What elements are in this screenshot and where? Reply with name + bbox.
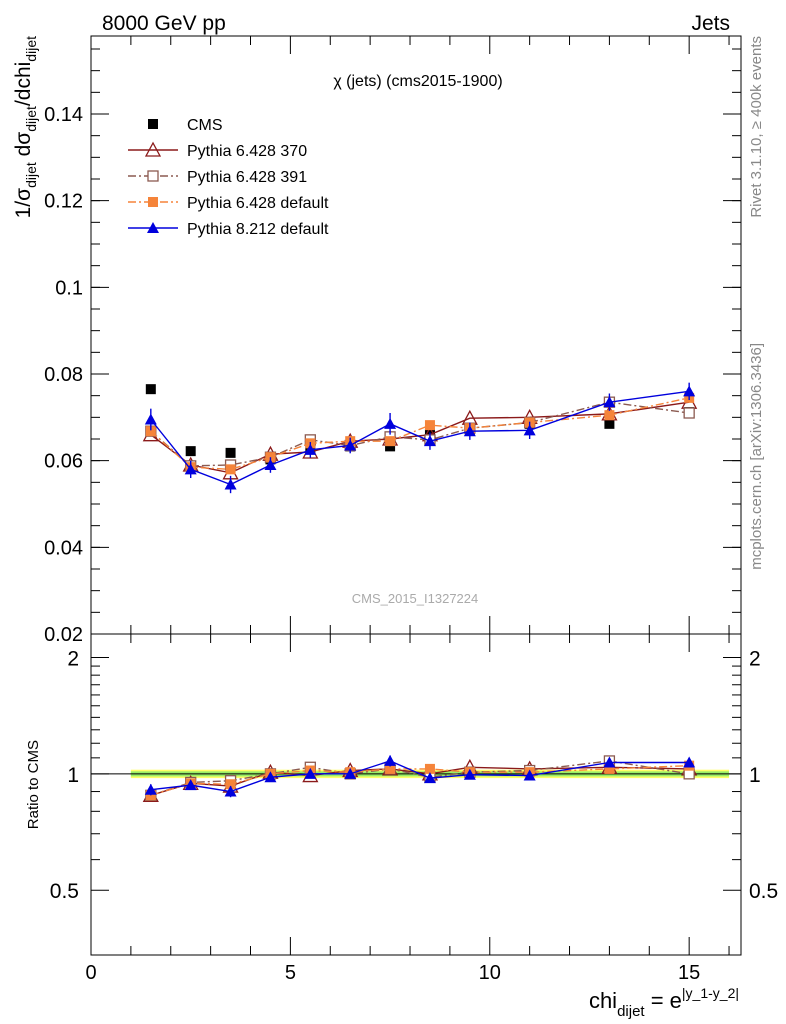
main-data-point <box>344 439 357 451</box>
ratio-data-point <box>144 783 157 795</box>
x-axis-label: chidijet = e|y_1-y_2| <box>589 985 739 1020</box>
plot-title: χ (jets) (cms2015-1900) <box>333 73 502 90</box>
main-series-line <box>150 401 690 474</box>
main-data-point <box>385 441 396 452</box>
header-process-label: 8000 GeV pp <box>102 12 226 35</box>
ratio-data-point <box>304 767 317 779</box>
main-data-point <box>184 463 197 475</box>
main-y-tick-label: 0.02 <box>44 624 83 646</box>
main-y-tick-label: 0.08 <box>44 364 83 386</box>
main-data-point <box>224 478 237 490</box>
ratio-series-line <box>150 764 690 796</box>
main-series-4 <box>144 382 696 494</box>
main-data-point <box>423 435 436 447</box>
main-data-point <box>523 424 536 436</box>
legend-label: Pythia 6.428 default <box>187 195 329 212</box>
ratio-plot-frame <box>90 633 742 956</box>
x-tick-label: 15 <box>678 962 700 984</box>
ratio-data-point <box>264 771 277 783</box>
main-data-point <box>604 410 615 421</box>
ratio-series-line <box>150 760 690 793</box>
legend-entry: Pythia 6.428 391 <box>128 169 307 186</box>
legend-label: Pythia 6.428 391 <box>187 169 307 186</box>
ratio-data-point <box>463 768 476 780</box>
legend-marker <box>148 197 158 207</box>
legend-entry: Pythia 8.212 default <box>128 221 329 238</box>
ratio-data-point <box>683 756 696 768</box>
ratio-y-tick-label-left: 1 <box>67 764 79 787</box>
header-category-label: Jets <box>691 12 730 35</box>
main-data-point <box>604 418 615 429</box>
ratio-data-point <box>344 767 357 779</box>
ratio-y-tick-label-right: 2 <box>749 647 761 670</box>
main-y-tick-label: 0.12 <box>44 191 83 213</box>
ratio-data-point <box>184 779 197 791</box>
legend-label: Pythia 8.212 default <box>187 221 329 238</box>
ratio-series-line <box>150 760 690 796</box>
main-y-tick-label: 0.04 <box>44 537 83 559</box>
ratio-y-tick-label-left: 2 <box>67 647 79 670</box>
main-data-point <box>463 425 476 437</box>
mcplots-reference-label: mcplots.cern.ch [arXiv:1306.3436] <box>748 343 765 570</box>
ratio-data-point <box>424 763 435 774</box>
ratio-data-point <box>423 772 436 784</box>
ratio-data-point <box>385 763 396 774</box>
main-data-point <box>385 436 396 447</box>
main-y-axis-label: 1/σdijet dσdijet/dchidijet <box>12 36 39 218</box>
main-data-point <box>225 447 236 458</box>
analysis-watermark: CMS_2015_I1327224 <box>352 591 479 606</box>
legend-marker <box>147 222 159 233</box>
main-series-0 <box>145 384 695 465</box>
rivet-version-label: Rivet 3.1.10, ≥ 400k events <box>748 36 765 218</box>
x-tick-label: 5 <box>285 962 296 984</box>
ratio-data-point <box>384 754 397 766</box>
legend: CMS Pythia 6.428 370 Pythia 6.428 391 Pythi… <box>128 117 329 238</box>
main-data-point <box>424 420 435 431</box>
ratio-data-point <box>603 756 616 768</box>
legend-entry: CMS <box>148 117 223 134</box>
main-data-point <box>683 385 696 397</box>
ratio-axis-ticks: 0.5 0.5 1 1 2 2 0 5 10 15 <box>50 634 778 984</box>
main-data-point <box>683 407 695 419</box>
main-data-series <box>142 382 698 494</box>
legend-entry: Pythia 6.428 370 <box>128 141 307 160</box>
ratio-data-point <box>224 785 237 797</box>
ratio-series-line <box>150 766 690 796</box>
legend-label: Pythia 6.428 370 <box>187 143 307 160</box>
x-tick-label: 10 <box>479 962 501 984</box>
main-data-point <box>144 413 157 425</box>
main-data-point <box>603 396 616 408</box>
main-data-point <box>185 446 196 457</box>
main-data-point <box>145 384 156 395</box>
main-y-tick-label: 0.14 <box>44 104 83 126</box>
ratio-data-series <box>142 754 698 802</box>
ratio-y-axis-label: Ratio to CMS <box>25 740 42 829</box>
main-data-point <box>225 464 236 475</box>
main-series-line <box>150 401 690 467</box>
legend-label: CMS <box>187 117 223 134</box>
main-series-line <box>150 397 690 471</box>
main-data-point <box>384 417 397 429</box>
main-axis-ticks: 0.02 0.04 0.06 0.08 0.1 0.12 0.14 <box>44 36 741 646</box>
legend-marker <box>148 119 158 129</box>
ratio-y-tick-label-right: 1 <box>749 764 761 787</box>
main-data-point <box>264 459 277 470</box>
ratio-data-point <box>523 769 536 781</box>
main-y-tick-label: 0.1 <box>55 277 83 299</box>
main-series-2 <box>145 396 695 472</box>
x-tick-label: 0 <box>85 962 96 984</box>
main-data-point <box>304 443 317 455</box>
ratio-data-point <box>604 763 615 774</box>
ratio-y-tick-label-right: 0.5 <box>749 880 778 903</box>
legend-entry: Pythia 6.428 default <box>128 195 329 212</box>
main-y-tick-label: 0.06 <box>44 451 83 473</box>
ratio-y-tick-label-left: 0.5 <box>50 880 79 903</box>
legend-marker <box>144 141 162 157</box>
legend-marker <box>147 170 159 182</box>
ratio-data-point <box>225 779 236 790</box>
main-data-point <box>145 426 156 437</box>
ratio-series-3 <box>144 754 696 798</box>
main-series-line <box>150 390 690 486</box>
